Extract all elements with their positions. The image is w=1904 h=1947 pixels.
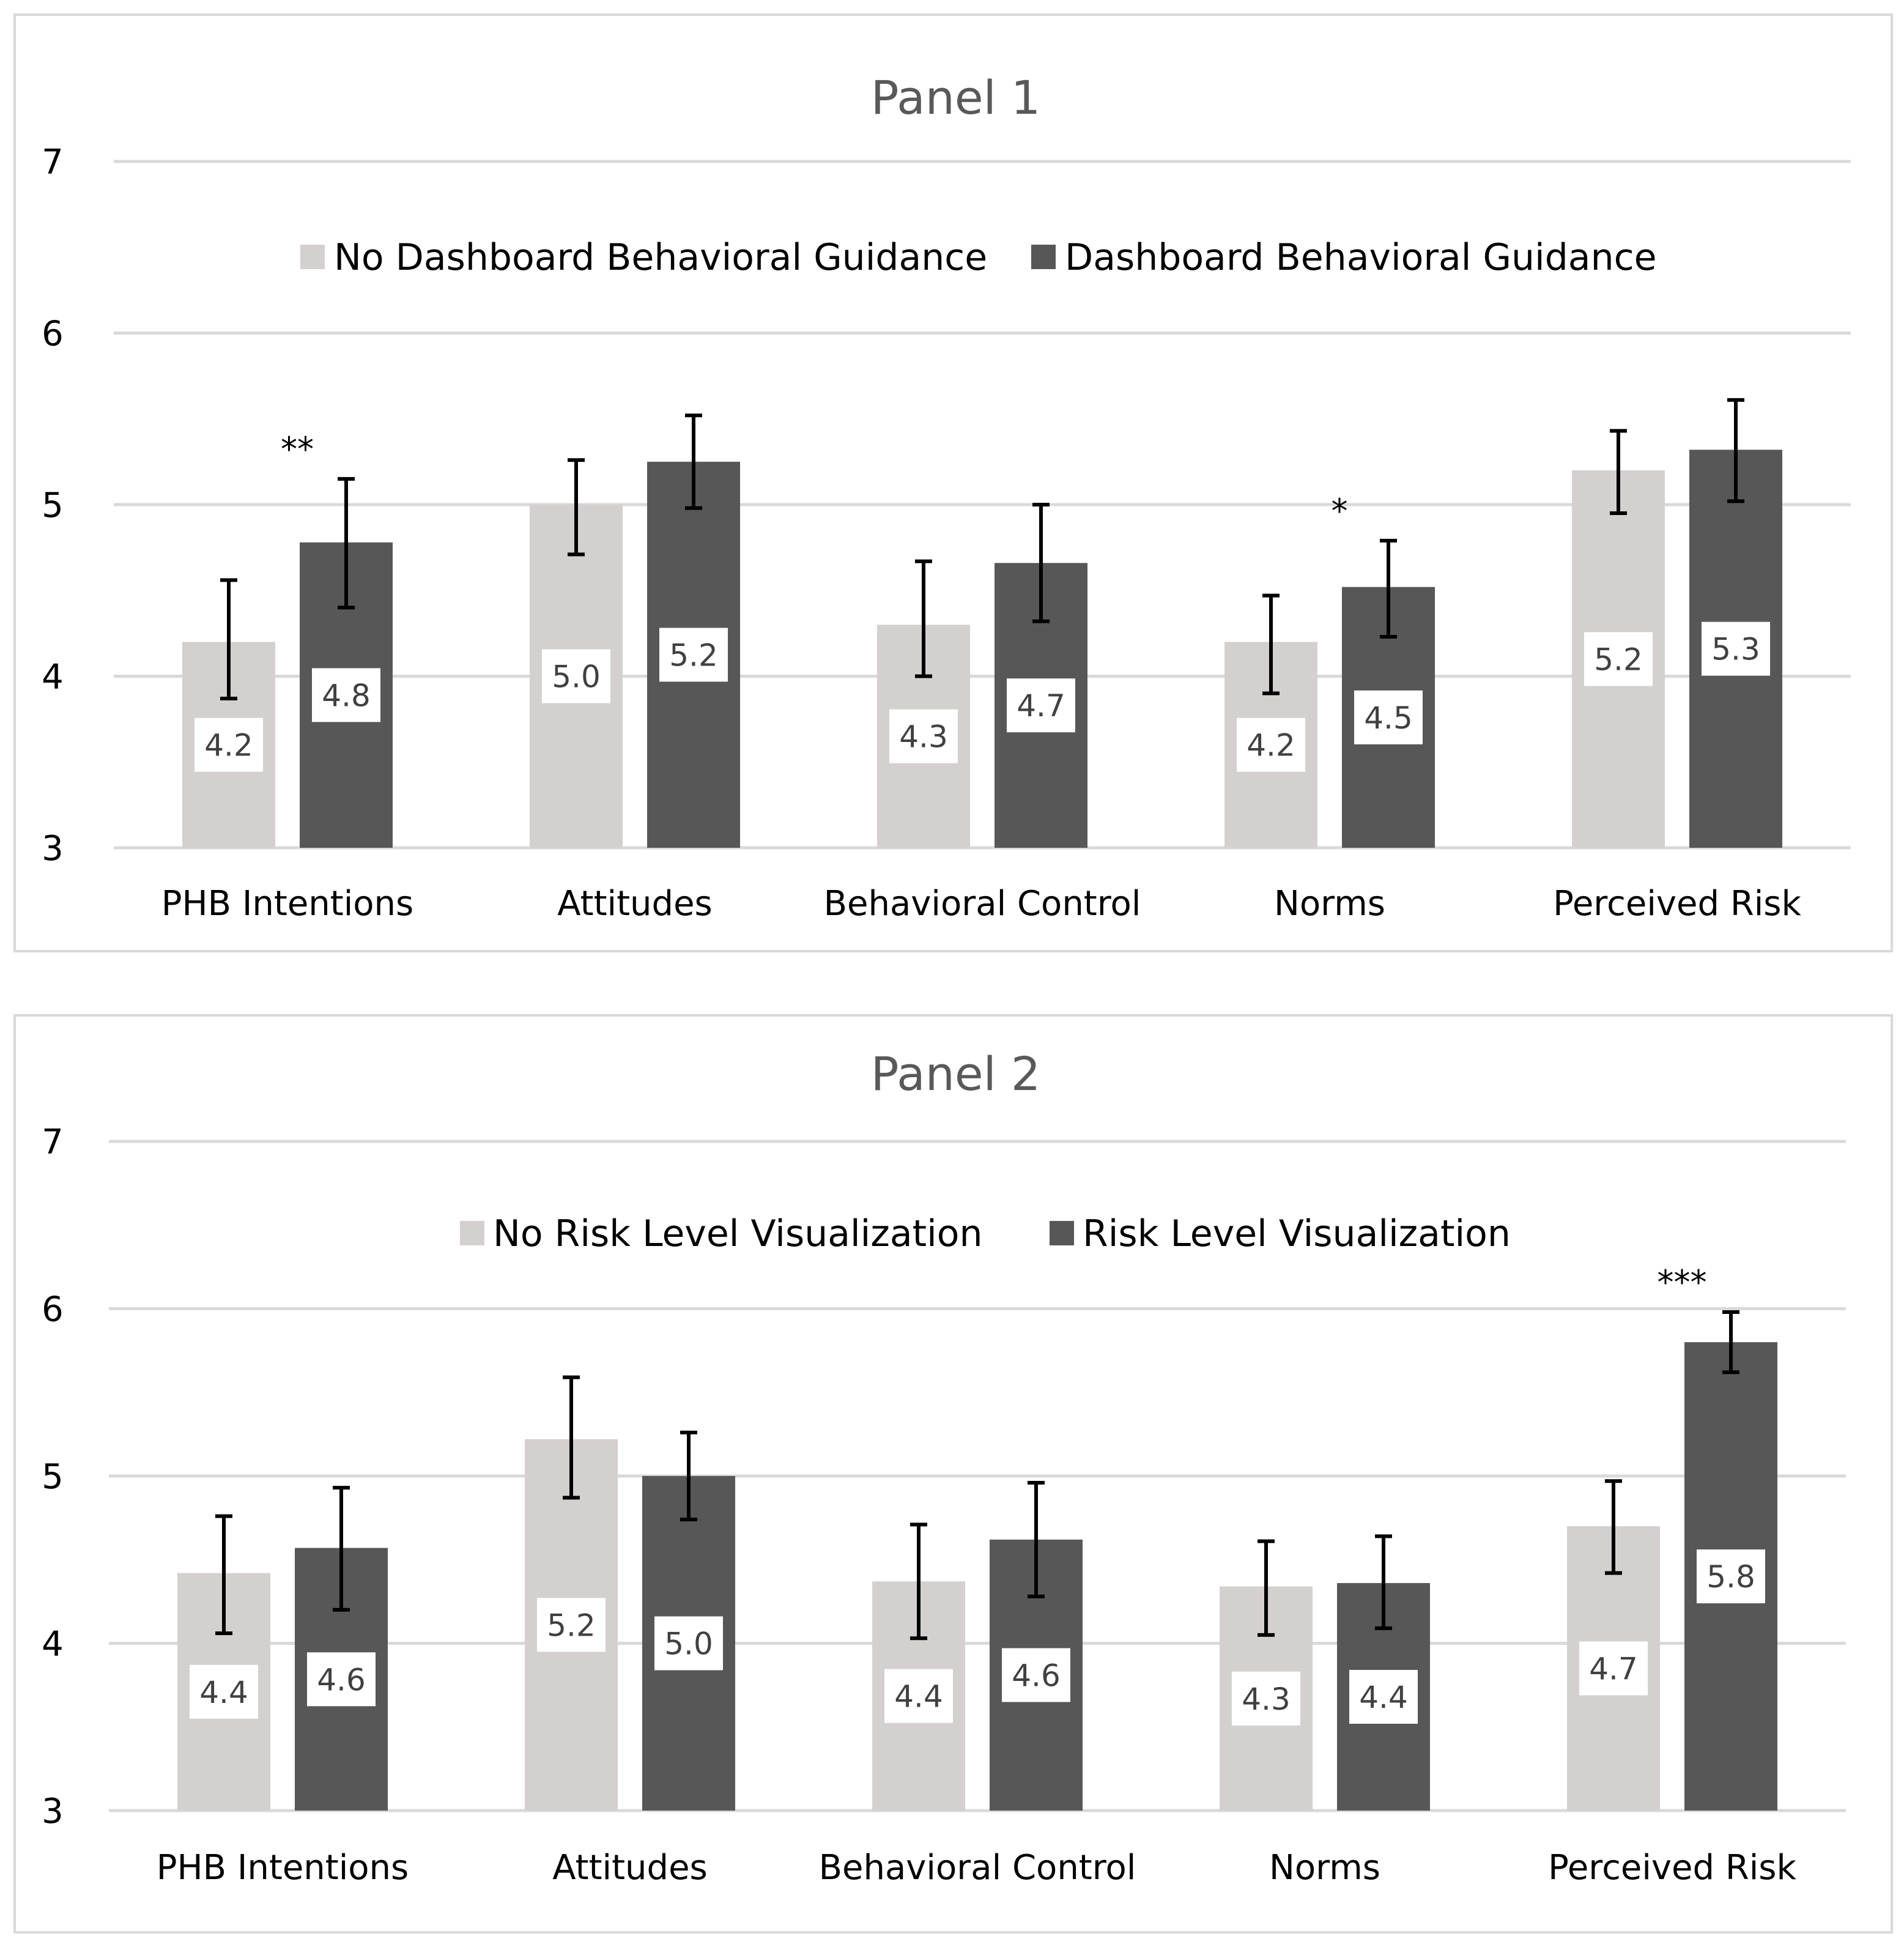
panel-1-error-bar-2-1 (338, 477, 355, 610)
panel-1-title: Panel 1 (871, 70, 1041, 125)
panel-2-legend-label-2: Risk Level Visualization (1083, 1212, 1511, 1255)
panel-2-x-tick-label-5: Perceived Risk (1548, 1848, 1796, 1888)
panel-1-data-label-box-2-5 (1702, 621, 1770, 676)
panel-2-significance-marker-1: *** (1658, 1263, 1707, 1302)
panel-1-error-bar-2-2 (685, 414, 702, 510)
panel-1-significance-marker-2: * (1332, 492, 1348, 530)
panel-1-error-bar-1-4 (1262, 593, 1280, 695)
panel-2-data-label-1-2: 5.2 (547, 1608, 596, 1643)
panel-1-legend-swatch-1 (300, 245, 325, 269)
panel-2-data-label-box-1-2 (537, 1598, 606, 1652)
panel-2-data-label-box-2-3 (1002, 1648, 1070, 1702)
panel-2-data-label-1-5: 4.7 (1589, 1652, 1638, 1687)
panel-1-data-label-2-5: 5.3 (1711, 632, 1760, 667)
panel-2-legend-swatch-2 (1050, 1221, 1074, 1245)
panel-1-data-label-box-2-3 (1007, 678, 1075, 733)
panel-1-y-tick-label: 3 (42, 829, 64, 869)
panel-2-data-label-box-2-4 (1349, 1670, 1418, 1724)
panel-2-data-label-box-2-5 (1697, 1549, 1765, 1604)
panel-2-chart: Panel 2 3 4 5 6 7 No Risk Level Visualization R… (13, 1014, 1893, 1934)
panel-2-legend-swatch-1 (460, 1221, 484, 1245)
panel-1-data-label-2-4: 4.5 (1364, 700, 1413, 736)
panel-1-x-tick-label-1: PHB Intentions (161, 884, 413, 924)
panel-1-chart: Panel 1 3 4 5 6 7 No Dashboard Behavioral Guid… (13, 13, 1893, 952)
panel-2-x-tick-label-1: PHB Intentions (157, 1848, 409, 1888)
panel-1-legend-label-1: No Dashboard Behavioral Guidance (334, 236, 987, 279)
panel-2-error-bar-2-4 (1375, 1534, 1392, 1630)
panel-1-error-bar-1-5 (1610, 429, 1627, 516)
panel-2-error-bar-1-2 (563, 1375, 580, 1500)
panel-2-data-label-2-1: 4.6 (317, 1662, 366, 1697)
panel-1-data-label-box-2-2 (659, 628, 728, 682)
panel-2-data-label-2-4: 4.4 (1359, 1680, 1408, 1715)
panel-1-legend-swatch-2 (1031, 245, 1056, 269)
panel-2-data-label-box-1-4 (1232, 1671, 1300, 1726)
panel-1-svg: Panel 1 3 4 5 6 7 No Dashboard Behavioral Guid… (42, 70, 1851, 924)
panel-1-error-bar-2-4 (1380, 538, 1397, 639)
panel-2-x-tick-label-3: Behavioral Control (819, 1848, 1136, 1888)
panel-2-error-bar-2-3 (1028, 1480, 1045, 1598)
panel-2-data-label-2-5: 5.8 (1706, 1559, 1755, 1595)
panel-1-data-label-box-1-4 (1237, 718, 1305, 772)
panel-1-error-bar-1-3 (915, 559, 932, 678)
panel-2-title: Panel 2 (871, 1047, 1041, 1101)
panel-1-data-label-1-2: 5.0 (552, 659, 601, 695)
panel-2-data-label-1-4: 4.3 (1242, 1682, 1291, 1717)
panel-2-data-label-box-2-1 (307, 1652, 376, 1707)
panel-1-y-tick-label: 6 (42, 314, 64, 354)
panel-1-significance-marker-1: ** (281, 430, 314, 469)
panel-1-data-label-1-1: 4.2 (204, 728, 253, 763)
panel-2-y-tick-label: 5 (42, 1457, 64, 1497)
panel-2-data-label-box-1-1 (190, 1664, 258, 1719)
panel-1-data-label-box-1-2 (542, 649, 610, 703)
panel-2-y-tick-label: 6 (42, 1290, 64, 1330)
panel-2-legend-label-1: No Risk Level Visualization (493, 1212, 983, 1255)
panel-2-data-label-1-3: 4.4 (894, 1679, 943, 1715)
panel-1-y-tick-label: 4 (42, 658, 64, 697)
panel-1-data-label-box-2-4 (1354, 690, 1423, 744)
panel-2-error-bar-2-1 (333, 1486, 350, 1612)
panel-2-y-tick-label: 7 (42, 1122, 64, 1162)
panel-1-data-label-box-1-5 (1584, 632, 1653, 686)
panel-1-y-tick-label: 7 (42, 143, 64, 182)
panel-1-error-bar-2-3 (1032, 503, 1050, 623)
panel-2-error-bar-2-5 (1722, 1310, 1739, 1374)
panel-1-data-label-1-5: 5.2 (1594, 642, 1643, 677)
panel-1-error-bar-1-1 (220, 578, 237, 700)
panel-2-x-tick-label-4: Norms (1269, 1848, 1380, 1888)
panel-2-x-tick-label-2: Attitudes (552, 1848, 707, 1888)
panel-1-x-tick-label-3: Behavioral Control (824, 884, 1141, 924)
panel-1-x-tick-label-5: Perceived Risk (1553, 884, 1801, 924)
panel-1-data-label-box-1-1 (194, 718, 263, 772)
panel-1-legend-label-2: Dashboard Behavioral Guidance (1065, 236, 1657, 279)
panel-1-x-tick-label-2: Attitudes (557, 884, 712, 924)
panel-1-error-bar-2-5 (1727, 398, 1744, 503)
panel-1-x-tick-label-4: Norms (1274, 884, 1385, 924)
panel-1-data-label-box-1-3 (889, 709, 958, 763)
panel-2-error-bar-1-3 (910, 1522, 927, 1641)
panel-2-y-tick-label: 4 (42, 1625, 64, 1664)
panel-1-data-label-1-3: 4.3 (899, 719, 948, 755)
panel-2-data-label-box-1-5 (1579, 1641, 1648, 1696)
panel-2-error-bar-1-1 (215, 1514, 232, 1636)
panel-2-svg: Panel 2 3 4 5 6 7 No Risk Level Visualization R… (42, 1047, 1846, 1888)
panel-2-data-label-2-3: 4.6 (1012, 1658, 1061, 1693)
panel-1-data-label-2-2: 5.2 (669, 637, 718, 673)
panel-1-error-bar-1-2 (568, 458, 585, 557)
panel-2-data-label-box-2-2 (654, 1616, 723, 1671)
panel-2-error-bar-2-2 (680, 1430, 697, 1522)
panel-1-data-label-1-4: 4.2 (1246, 728, 1295, 763)
panel-2-data-label-box-1-3 (884, 1669, 953, 1723)
panel-2-error-bar-1-5 (1605, 1479, 1622, 1575)
panel-1-y-tick-label: 5 (42, 486, 64, 525)
panel-2-error-bar-1-4 (1258, 1539, 1275, 1637)
panel-1-data-label-2-3: 4.7 (1017, 688, 1065, 724)
panel-1-data-label-box-2-1 (312, 668, 380, 722)
panel-2-data-label-2-2: 5.0 (664, 1626, 713, 1662)
panel-1-data-label-2-1: 4.8 (322, 678, 371, 713)
panel-2-data-label-1-1: 4.4 (199, 1675, 248, 1710)
panel-2-y-tick-label: 3 (42, 1792, 64, 1831)
